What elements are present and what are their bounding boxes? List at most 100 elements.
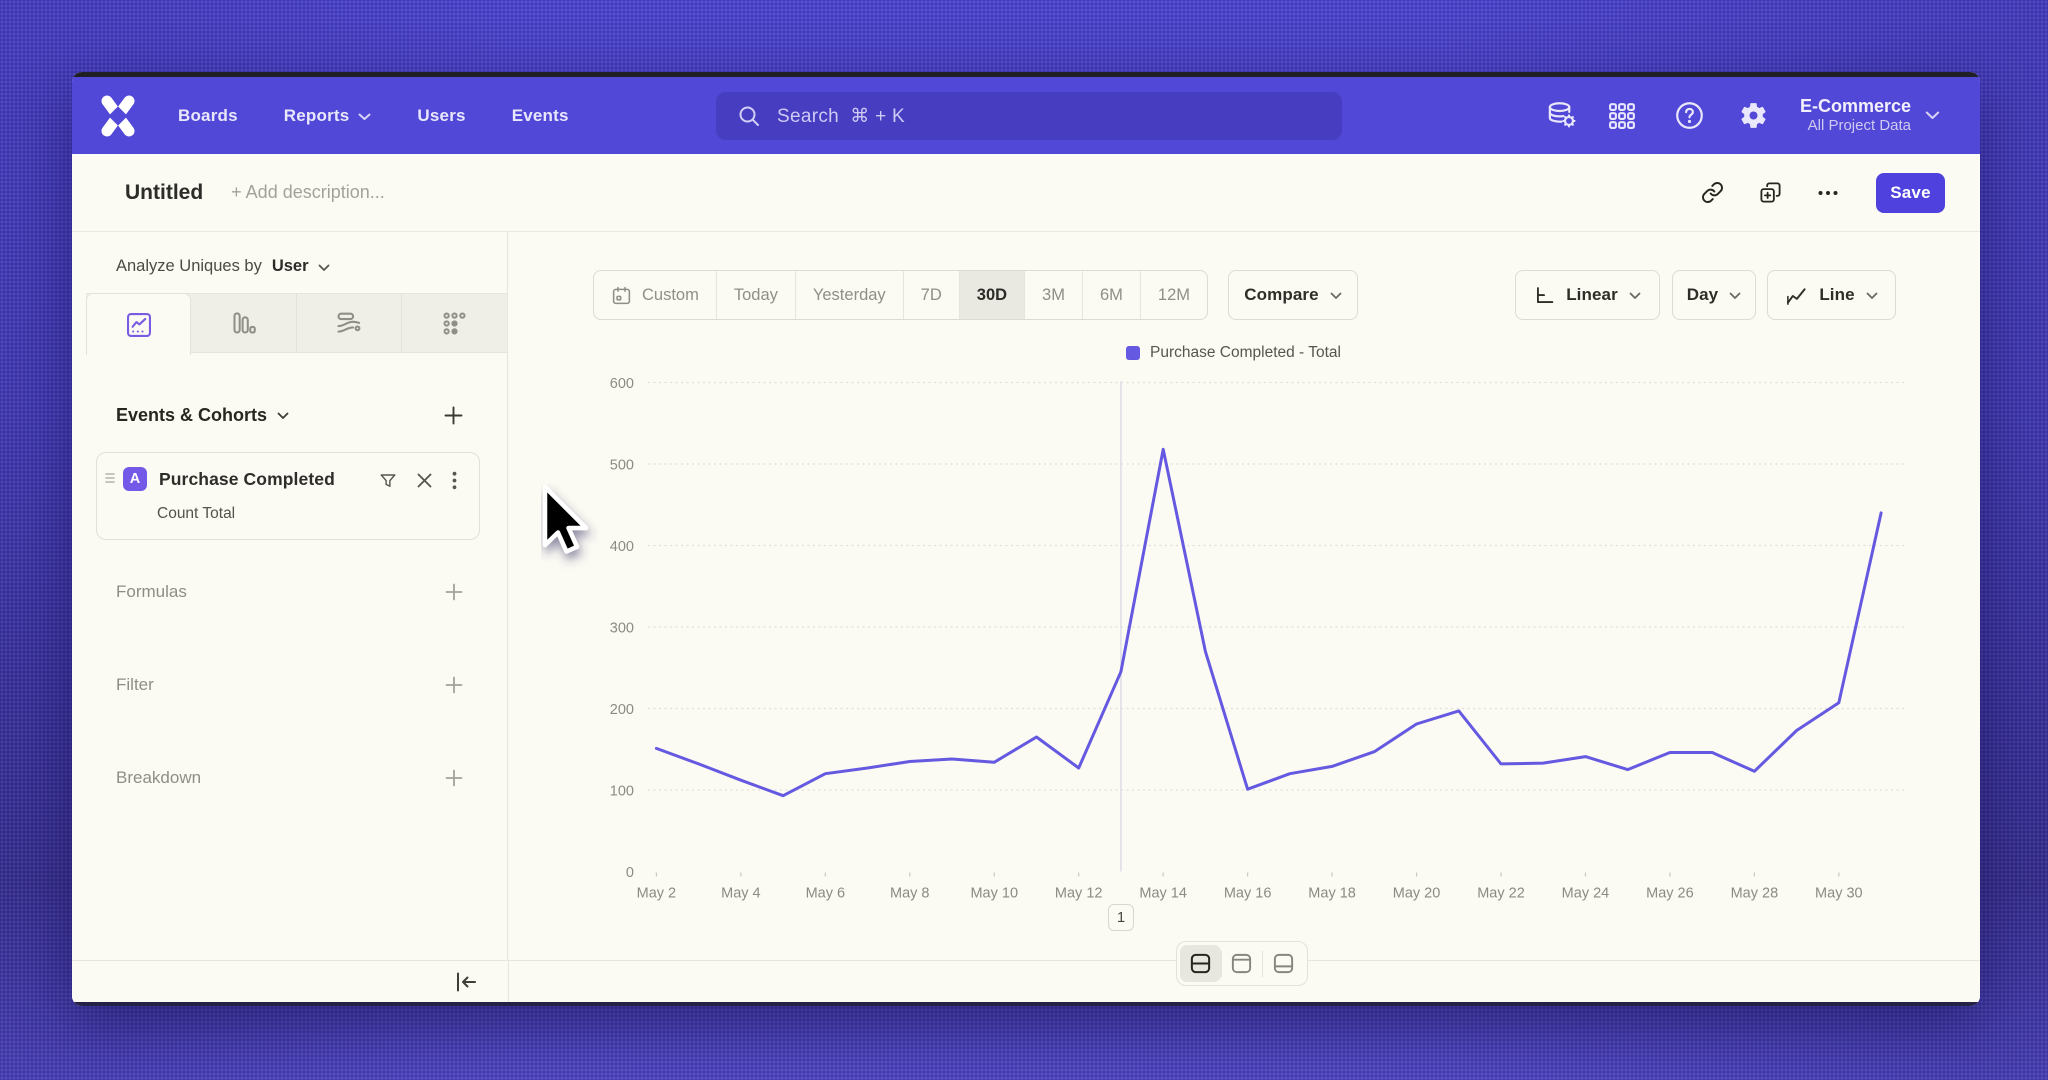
range-30d[interactable]: 30D xyxy=(959,271,1026,319)
nav-item-boards[interactable]: Boards xyxy=(178,105,238,125)
search-input[interactable]: Search ⌘ + K xyxy=(716,92,1342,140)
formulas-section: Formulas xyxy=(116,582,463,602)
smoothing-button[interactable]: Linear xyxy=(1515,270,1660,320)
bars-icon xyxy=(233,311,256,334)
analyze-prefix-label: Analyze Uniques by xyxy=(116,257,262,275)
add-breakdown-icon[interactable] xyxy=(445,769,463,787)
events-cohorts-title[interactable]: Events & Cohorts xyxy=(116,405,268,425)
nav-item-users[interactable]: Users xyxy=(417,105,466,125)
view-layout-toggles xyxy=(1176,941,1308,986)
svg-text:May 22: May 22 xyxy=(1477,886,1525,902)
svg-text:May 24: May 24 xyxy=(1562,886,1610,902)
save-button[interactable]: Save xyxy=(1876,172,1945,213)
nav-links: Boards Reports Users Events xyxy=(178,106,569,126)
calendar-icon xyxy=(612,286,631,304)
collapse-sidebar-icon[interactable] xyxy=(455,972,477,992)
tab-funnels[interactable] xyxy=(191,294,297,352)
interval-button[interactable]: Day xyxy=(1672,270,1756,320)
add-filter-icon[interactable] xyxy=(445,676,463,694)
chevron-down-icon xyxy=(277,412,289,419)
line-chart[interactable]: 0 100 200 300 400 500 600 May 2 May 4 May 6 May 8 M… xyxy=(508,232,1979,961)
svg-text:May 6: May 6 xyxy=(806,886,846,902)
data-settings-icon[interactable] xyxy=(1546,100,1578,132)
range-custom[interactable]: Custom xyxy=(594,271,717,319)
legend-label: Purchase Completed - Total xyxy=(1150,344,1341,361)
project-selector[interactable]: E-Commerce All Project Data xyxy=(1800,95,1911,136)
insights-chart-icon xyxy=(126,312,151,337)
chevron-down-icon xyxy=(1330,292,1342,299)
toggle-separator xyxy=(1220,950,1222,977)
nav-right-cluster: E-Commerce All Project Data xyxy=(1546,77,1980,154)
toggle-split-view[interactable] xyxy=(1180,945,1221,982)
nav-item-reports[interactable]: Reports xyxy=(284,106,372,126)
range-today[interactable]: Today xyxy=(717,271,796,319)
svg-text:May 28: May 28 xyxy=(1731,886,1779,902)
add-formula-icon[interactable] xyxy=(445,583,463,601)
help-icon[interactable] xyxy=(1674,100,1706,132)
formulas-label: Formulas xyxy=(116,582,187,601)
bottom-strip xyxy=(72,960,1980,1002)
range-3m[interactable]: 3M xyxy=(1025,271,1083,319)
svg-text:May 18: May 18 xyxy=(1308,886,1356,902)
window-body: Analyze Uniques by User xyxy=(72,232,1980,960)
report-description-placeholder[interactable]: + Add description... xyxy=(231,182,385,202)
chevron-down-icon xyxy=(1629,292,1641,299)
chevron-down-icon xyxy=(1729,292,1741,299)
breakdown-section: Breakdown xyxy=(116,768,463,788)
event-card[interactable]: A Purchase Completed Count Total xyxy=(96,452,480,540)
analyze-uniques-row: Analyze Uniques by User xyxy=(116,257,507,276)
report-title[interactable]: Untitled xyxy=(125,180,204,204)
sidebar-divider xyxy=(508,961,509,1002)
range-6m[interactable]: 6M xyxy=(1083,271,1141,319)
svg-text:May 26: May 26 xyxy=(1646,886,1694,902)
nav-item-events[interactable]: Events xyxy=(511,105,569,125)
mixpanel-logo-icon[interactable] xyxy=(100,95,136,137)
duplicate-icon[interactable] xyxy=(1758,181,1782,205)
svg-text:May 12: May 12 xyxy=(1055,886,1103,902)
top-navbar: Boards Reports Users Events Search ⌘ + K xyxy=(72,77,1980,154)
events-cohorts-header: Events & Cohorts xyxy=(116,405,463,426)
header-actions: Save xyxy=(1666,172,1945,213)
add-event-icon[interactable] xyxy=(444,406,463,425)
event-options-icon[interactable] xyxy=(452,471,457,490)
table-view-icon xyxy=(1274,953,1294,974)
filter-funnel-icon[interactable] xyxy=(379,472,397,490)
event-badge: A xyxy=(123,467,147,491)
svg-text:May 20: May 20 xyxy=(1393,886,1441,902)
tab-retention[interactable] xyxy=(402,294,507,352)
event-measurement[interactable]: Count Total xyxy=(157,505,236,522)
analyze-by-dropdown[interactable]: User xyxy=(271,257,309,275)
more-options-icon[interactable] xyxy=(1816,181,1840,205)
project-scope: All Project Data xyxy=(1807,117,1911,135)
tab-insights[interactable] xyxy=(86,293,192,355)
chevron-down-icon xyxy=(1866,292,1878,299)
compare-button[interactable]: Compare xyxy=(1228,270,1358,320)
drag-handle-icon[interactable] xyxy=(104,471,116,487)
range-yesterday[interactable]: Yesterday xyxy=(796,271,904,319)
event-name[interactable]: Purchase Completed xyxy=(159,468,335,489)
search-icon xyxy=(739,106,759,126)
window-bottom-edge xyxy=(72,1002,1980,1006)
chart-type-button[interactable]: Line xyxy=(1767,270,1896,320)
linear-axis-icon xyxy=(1537,286,1554,303)
svg-text:200: 200 xyxy=(610,702,634,718)
annotation-marker[interactable]: 1 xyxy=(1108,904,1134,931)
filter-section: Filter xyxy=(116,675,463,695)
apps-grid-icon[interactable] xyxy=(1606,100,1638,132)
query-sidebar: Analyze Uniques by User xyxy=(72,232,508,960)
measurement-tabs xyxy=(86,293,507,355)
report-header: Untitled + Add description... Save xyxy=(72,154,1980,232)
project-chevron-icon xyxy=(1925,111,1940,120)
settings-gear-icon[interactable] xyxy=(1738,100,1770,132)
toggle-table-view[interactable] xyxy=(1263,945,1304,982)
tab-flows[interactable] xyxy=(297,294,402,352)
remove-event-icon[interactable] xyxy=(416,472,433,489)
range-7d[interactable]: 7D xyxy=(904,271,960,319)
dots-grid-icon xyxy=(443,312,466,334)
range-12m[interactable]: 12M xyxy=(1157,285,1190,304)
toggle-chart-view[interactable] xyxy=(1222,945,1263,982)
svg-text:May 16: May 16 xyxy=(1224,886,1272,902)
search-placeholder: Search ⌘ + K xyxy=(777,105,906,127)
svg-text:0: 0 xyxy=(626,865,634,881)
share-link-icon[interactable] xyxy=(1700,181,1724,205)
